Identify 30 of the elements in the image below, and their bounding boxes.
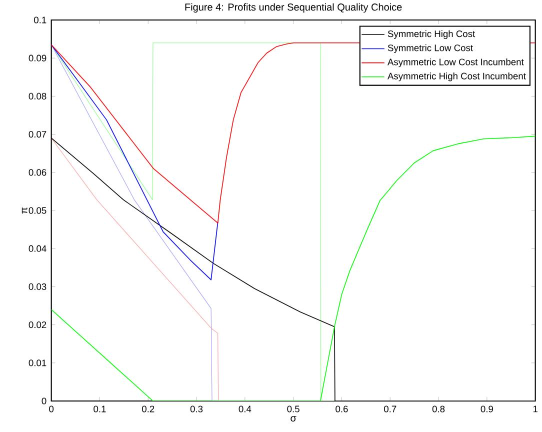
chart-title: Figure 4: Profits under Sequential Quality Choice — [185, 3, 402, 13]
y-tick-label: 0.06 — [28, 169, 46, 176]
x-tick-label: 0.4 — [238, 406, 252, 412]
y-tick-label: 0.03 — [28, 283, 46, 290]
legend-label: Symmetric High Cost — [388, 30, 476, 39]
y-tick-label: 0.07 — [28, 131, 46, 138]
x-tick-label: 0.5 — [287, 406, 300, 412]
legend-label: Symmetric Low Cost — [388, 44, 473, 54]
y-tick-label: 0.1 — [34, 16, 46, 24]
x-tick-label: 0.3 — [190, 406, 203, 412]
y-tick-label: 0.05 — [28, 207, 46, 214]
line-series — [51, 44, 218, 280]
x-tick-label: 0.9 — [480, 406, 493, 412]
y-tick-label: 0.01 — [28, 360, 46, 366]
x-tick-label: 0 — [49, 406, 54, 412]
x-tick-label: 1 — [533, 406, 538, 412]
y-axis-title: π — [22, 207, 28, 214]
legend-label: Asymmetric Low Cost Incumbent — [388, 58, 524, 68]
y-tick-label: 0.09 — [28, 54, 46, 62]
x-tick-label: 0.1 — [94, 406, 106, 412]
y-tick-label: 0.04 — [28, 245, 46, 252]
y-tick-label: 0.02 — [28, 322, 46, 328]
x-tick-label: 0.8 — [432, 406, 445, 412]
x-tick-label: 0.7 — [384, 406, 396, 412]
y-tick-label: 0.08 — [28, 92, 46, 100]
x-axis-title: σ — [290, 416, 296, 422]
x-tick-label: 0.6 — [336, 406, 348, 412]
y-tick-label: 0 — [42, 398, 46, 404]
legend-label: Asymmetric High Cost Incumbent — [388, 72, 526, 82]
x-tick-label: 0.2 — [142, 406, 154, 412]
